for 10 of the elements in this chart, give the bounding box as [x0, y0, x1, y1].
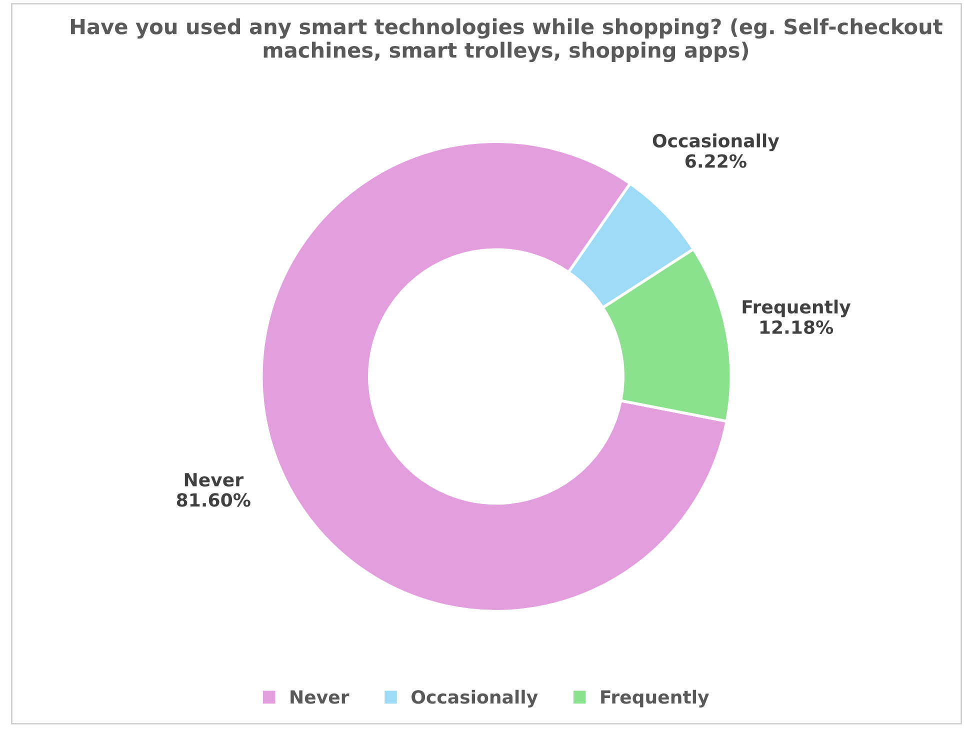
data-label: 81.60%	[176, 493, 250, 507]
data-label: 6.22%	[685, 154, 746, 168]
legend-label: Frequently	[601, 690, 709, 708]
slice-label: Occasionally	[652, 134, 780, 152]
chart-title: Have you used any smart technologies while shopping? (eg. Self-checkout machines, smart trolleys, shopping apps)	[70, 18, 942, 62]
slice-label: Never	[184, 473, 244, 487]
legend-label: Never	[290, 690, 350, 704]
data-label: 12.18%	[760, 320, 834, 334]
legend-label: Occasionally	[412, 690, 538, 708]
slice-label: Frequently	[742, 300, 851, 318]
